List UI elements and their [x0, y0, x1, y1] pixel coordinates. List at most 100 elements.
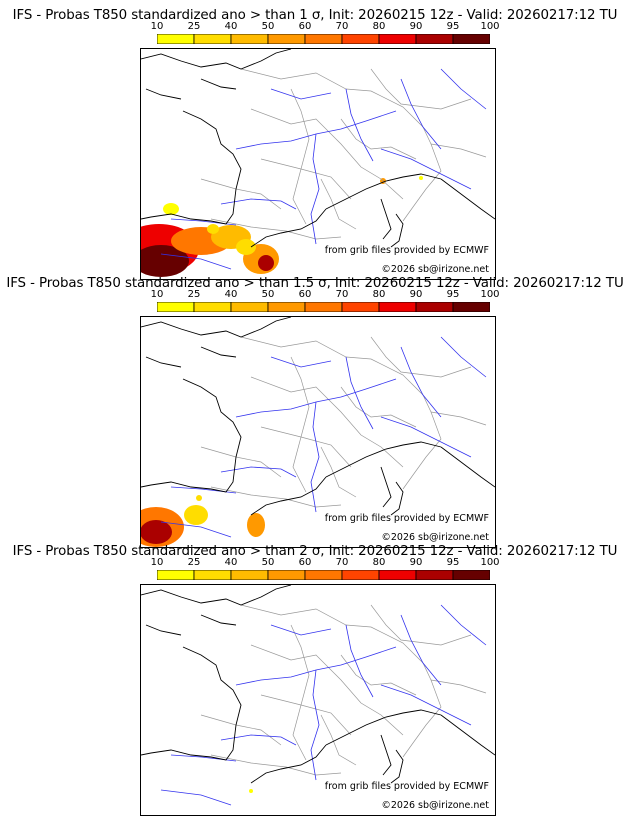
- colorbar-tick-70: 70: [335, 21, 349, 32]
- probability-map: from grib files provided by ECMWF ©2026 …: [140, 584, 496, 816]
- colorbar-segment: [193, 302, 232, 312]
- colorbar: [157, 302, 490, 312]
- data-source-credit: from grib files provided by ECMWF: [324, 513, 489, 524]
- colorbar-segment: [267, 570, 306, 580]
- colorbar-tick-10: 10: [150, 557, 164, 568]
- probability-map: from grib files provided by ECMWF ©2026 …: [140, 316, 496, 548]
- colorbar-tick-60: 60: [298, 557, 312, 568]
- colorbar-tick-70: 70: [335, 557, 349, 568]
- map-panel-1: IFS - Probas T850 standardized ano > tha…: [0, 0, 630, 280]
- colorbar-tick-70: 70: [335, 289, 349, 300]
- map-canvas: [141, 49, 495, 277]
- colorbar-segment: [452, 570, 490, 580]
- map-panel-3: IFS - Probas T850 standardized ano > tha…: [0, 536, 630, 816]
- colorbar-segment: [341, 302, 380, 312]
- colorbar-tick-25: 25: [187, 557, 201, 568]
- colorbar-segment: [341, 570, 380, 580]
- coastline: [141, 585, 495, 784]
- colorbar-segment: [193, 34, 232, 44]
- colorbar-tick-labels: 10 25 40 50 60 70 80 90 95 100: [151, 289, 500, 301]
- colorbar-tick-80: 80: [372, 557, 386, 568]
- data-source-credit: from grib files provided by ECMWF: [324, 781, 489, 792]
- colorbar-tick-40: 40: [224, 557, 238, 568]
- colorbar-segment: [378, 570, 417, 580]
- rivers: [160, 604, 487, 806]
- map-canvas: [141, 585, 495, 806]
- colorbar-segment: [230, 570, 269, 580]
- probability-area: [258, 255, 274, 271]
- colorbar-segment: [304, 34, 343, 44]
- land-borders: [200, 68, 487, 240]
- colorbar-tick-100: 100: [480, 557, 500, 568]
- colorbar-tick-80: 80: [372, 289, 386, 300]
- probability-area: [184, 505, 208, 525]
- rivers: [160, 68, 487, 270]
- probability-field: [141, 176, 423, 277]
- colorbar-segment: [157, 34, 195, 44]
- data-source-credit: from grib files provided by ECMWF: [324, 245, 489, 256]
- colorbar-tick-95: 95: [446, 289, 460, 300]
- colorbar-tick-100: 100: [480, 289, 500, 300]
- colorbar-segment: [230, 302, 269, 312]
- colorbar-tick-40: 40: [224, 21, 238, 32]
- colorbar-tick-labels: 10 25 40 50 60 70 80 90 95 100: [151, 21, 500, 33]
- coastline: [141, 49, 495, 248]
- colorbar-tick-50: 50: [261, 289, 275, 300]
- colorbar-segment: [378, 302, 417, 312]
- colorbar-tick-50: 50: [261, 557, 275, 568]
- probability-area: [419, 176, 423, 180]
- colorbar-tick-90: 90: [409, 21, 423, 32]
- colorbar-tick-labels: 10 25 40 50 60 70 80 90 95 100: [151, 557, 500, 569]
- colorbar-segment: [415, 302, 454, 312]
- colorbar-segment: [157, 570, 195, 580]
- colorbar-tick-10: 10: [150, 21, 164, 32]
- colorbar-tick-60: 60: [298, 21, 312, 32]
- panel-title: IFS - Probas T850 standardized ano > tha…: [12, 8, 618, 23]
- probability-field: [141, 495, 265, 547]
- colorbar-tick-25: 25: [187, 289, 201, 300]
- colorbar-segment: [193, 570, 232, 580]
- probability-map: from grib files provided by ECMWF ©2026 …: [140, 48, 496, 280]
- probability-area: [236, 239, 256, 255]
- colorbar-tick-50: 50: [261, 21, 275, 32]
- panel-title: IFS - Probas T850 standardized ano > tha…: [12, 544, 618, 559]
- copyright-credit: ©2026 sb@irizone.net: [381, 264, 489, 275]
- colorbar-tick-95: 95: [446, 21, 460, 32]
- colorbar-segment: [452, 302, 490, 312]
- colorbar-tick-60: 60: [298, 289, 312, 300]
- land-borders: [200, 604, 487, 776]
- colorbar-tick-100: 100: [480, 21, 500, 32]
- probability-area: [196, 495, 202, 501]
- probability-field: [249, 789, 253, 793]
- colorbar-segment: [415, 34, 454, 44]
- copyright-credit: ©2026 sb@irizone.net: [381, 532, 489, 543]
- probability-area: [163, 203, 179, 215]
- colorbar-segment: [267, 34, 306, 44]
- colorbar-tick-95: 95: [446, 557, 460, 568]
- colorbar-segment: [304, 570, 343, 580]
- probability-area: [141, 245, 189, 277]
- map-panel-2: IFS - Probas T850 standardized ano > tha…: [0, 268, 630, 548]
- probability-area: [249, 789, 253, 793]
- probability-area: [247, 513, 265, 537]
- probability-area: [207, 224, 219, 234]
- colorbar-segment: [341, 34, 380, 44]
- map-canvas: [141, 317, 495, 547]
- colorbar-segment: [230, 34, 269, 44]
- colorbar-tick-80: 80: [372, 21, 386, 32]
- colorbar-segment: [157, 302, 195, 312]
- panel-title: IFS - Probas T850 standardized ano > tha…: [6, 276, 624, 291]
- rivers: [160, 336, 487, 538]
- colorbar: [157, 34, 490, 44]
- probability-area: [141, 520, 172, 544]
- colorbar-tick-90: 90: [409, 557, 423, 568]
- colorbar-segment: [304, 302, 343, 312]
- colorbar: [157, 570, 490, 580]
- colorbar-segment: [452, 34, 490, 44]
- colorbar-segment: [415, 570, 454, 580]
- coastline: [141, 317, 495, 516]
- copyright-credit: ©2026 sb@irizone.net: [381, 800, 489, 811]
- colorbar-segment: [378, 34, 417, 44]
- colorbar-segment: [267, 302, 306, 312]
- land-borders: [200, 336, 487, 508]
